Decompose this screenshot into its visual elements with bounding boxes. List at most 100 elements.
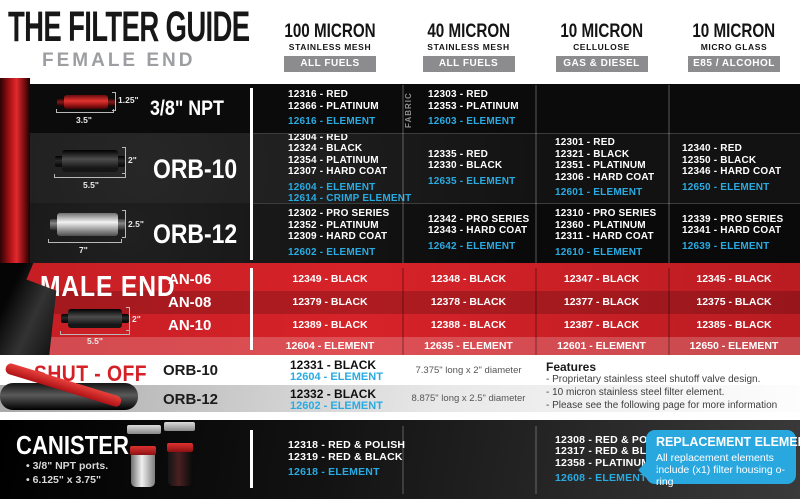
part-number: 12366 - PLATINUM bbox=[288, 100, 379, 112]
row-label-orb10: ORB-10 bbox=[163, 362, 219, 379]
label-divider bbox=[250, 268, 253, 350]
dim-bracket bbox=[122, 210, 126, 238]
canister-cap-image bbox=[130, 446, 156, 455]
part-number: 12387 - BLACK bbox=[563, 319, 640, 331]
element-part-number: 12604 - ELEMENT bbox=[290, 371, 383, 383]
part-number: 12341 - HARD COAT bbox=[682, 225, 782, 237]
part-number: 12348 - BLACK bbox=[430, 273, 507, 285]
feature-item: - Please see the following page for more… bbox=[546, 400, 778, 411]
element-part-number: 12610 - ELEMENT bbox=[555, 246, 643, 258]
canister-bracket-image bbox=[164, 422, 195, 431]
part-number: 12324 - BLACK bbox=[288, 143, 363, 154]
cell-orb10-40micron: 12335 - RED 12330 - BLACK 12635 - ELEMEN… bbox=[402, 133, 535, 203]
cell-orb12-100micron: 12302 - PRO SERIES 12352 - PLATINUM 1230… bbox=[258, 203, 402, 263]
part-number: 12351 - PLATINUM bbox=[555, 160, 646, 172]
part-number: 12303 - RED bbox=[428, 89, 489, 101]
row-divider bbox=[252, 132, 800, 134]
part-number: 12343 - HARD COAT bbox=[428, 225, 528, 237]
feature-item: - Proprietary stainless steel shutoff va… bbox=[546, 374, 761, 385]
npt-filter-image bbox=[64, 95, 108, 109]
part-number: 12377 - BLACK bbox=[563, 296, 640, 308]
part-number: 12308 - RED & POLISH bbox=[555, 433, 673, 446]
column-divider bbox=[402, 268, 404, 355]
dim-height: 2.5" bbox=[128, 219, 144, 229]
part-number: 12385 - BLACK bbox=[696, 319, 772, 331]
row-orb10: 2" 5.5" ORB-10 12304 - RED 12324 - BLACK… bbox=[0, 133, 800, 203]
part-number: 12318 - RED & POLISH bbox=[288, 439, 406, 452]
male-end-title: MALE END bbox=[40, 271, 176, 303]
element-part-number: 12650 - ELEMENT bbox=[689, 340, 779, 352]
part-number: 12378 - BLACK bbox=[430, 296, 507, 308]
media-type: CELLULOSE bbox=[573, 42, 630, 52]
male-filter-image bbox=[68, 309, 122, 328]
row-label-npt: 3/8" NPT bbox=[150, 97, 224, 120]
part-number: 12339 - PRO SERIES bbox=[682, 213, 784, 225]
element-part-number: 12604 - ELEMENT bbox=[288, 181, 376, 193]
feature-item: - 10 micron stainless steel filter eleme… bbox=[546, 387, 725, 398]
canister-bracket-image bbox=[127, 425, 161, 434]
part-number: 12309 - HARD COAT bbox=[288, 231, 388, 242]
cell-orb10-100micron: 12304 - RED 12324 - BLACK 12354 - PLATIN… bbox=[258, 133, 412, 203]
dim-height: 2" bbox=[128, 155, 137, 165]
size-description: 7.375" long x 2" diameter bbox=[415, 365, 522, 376]
canister-title: CANISTER bbox=[16, 430, 129, 460]
column-divider bbox=[668, 268, 670, 355]
row-label-an10: AN-10 bbox=[168, 317, 212, 334]
part-number: 12301 - RED bbox=[555, 137, 616, 149]
dim-length: 7" bbox=[79, 245, 88, 255]
cell-canister-cellulose: 12308 - RED & POLISH 12317 - RED & BLACK… bbox=[535, 420, 673, 499]
part-number: 12360 - PLATINUM bbox=[555, 219, 646, 231]
column-header-40-micron: 40 MICRON STAINLESS MESH ALL FUELS bbox=[402, 22, 535, 72]
row-orb12: 2.5" 7" ORB-12 12302 - PRO SERIES 12352 … bbox=[0, 203, 800, 263]
cell-orb10-cellulose: 12301 - RED 12321 - BLACK 12351 - PLATIN… bbox=[535, 133, 668, 203]
column-divider bbox=[402, 426, 404, 494]
part-number: 12307 - HARD COAT bbox=[288, 166, 388, 177]
cell-npt-40micron: 12303 - RED 12353 - PLATINUM 12603 - ELE… bbox=[402, 84, 535, 133]
header: THE FILTER GUIDE FEMALE END 100 MICRON S… bbox=[0, 0, 800, 84]
column-divider bbox=[535, 268, 537, 355]
part-number: 12317 - RED & BLACK bbox=[555, 445, 670, 457]
male-end-section: MALE END 2" 5.5" AN-06 AN-08 AN-10 12349… bbox=[0, 263, 800, 355]
element-part-number: 12618 - ELEMENT bbox=[288, 466, 380, 479]
part-number: 12375 - BLACK bbox=[696, 296, 772, 308]
micron-size: 100 MICRON bbox=[284, 21, 376, 42]
element-part-number: 12604 - ELEMENT bbox=[285, 340, 375, 352]
cell-npt-100micron: 12316 - RED 12366 - PLATINUM 12616 - ELE… bbox=[258, 84, 402, 133]
part-number: 12349 - BLACK bbox=[292, 273, 368, 285]
shutoff-section: SHUT - OFF ORB-10 ORB-12 12331 - BLACK 1… bbox=[0, 355, 800, 420]
part-number: 12352 - PLATINUM bbox=[288, 219, 379, 231]
column-divider bbox=[535, 426, 537, 494]
dim-bracket bbox=[60, 331, 130, 335]
element-part-number: 12601 - ELEMENT bbox=[557, 340, 646, 352]
part-number: 12346 - HARD COAT bbox=[682, 166, 782, 177]
dim-bracket bbox=[48, 239, 122, 243]
replacement-text: All replacement elements include (x1) fi… bbox=[656, 452, 785, 488]
page-title: THE FILTER GUIDE bbox=[8, 3, 250, 51]
dim-length: 5.5" bbox=[83, 180, 99, 190]
media-type: STAINLESS MESH bbox=[427, 42, 510, 52]
canister-bullet: • 3/8" NPT ports. bbox=[26, 460, 109, 472]
element-part-number: 12616 - ELEMENT bbox=[288, 116, 376, 128]
element-part-number: 12614 - CRIMP ELEMENT bbox=[288, 193, 412, 203]
row-label-an08: AN-08 bbox=[168, 294, 212, 311]
part-number: 12379 - BLACK bbox=[292, 296, 368, 308]
part-number: 12345 - BLACK bbox=[696, 273, 772, 285]
element-part-number: 12601 - ELEMENT bbox=[555, 187, 643, 199]
part-number: 12335 - RED bbox=[428, 148, 489, 160]
part-number: 12358 - PLATINUM bbox=[555, 456, 651, 469]
orb10-filter-image bbox=[62, 150, 118, 172]
row-divider bbox=[252, 202, 800, 204]
part-number: 12389 - BLACK bbox=[292, 319, 368, 331]
element-part-number: 12650 - ELEMENT bbox=[682, 181, 770, 193]
element-part-number: 12602 - ELEMENT bbox=[290, 400, 383, 412]
dim-bracket bbox=[112, 92, 116, 111]
part-number: 12319 - RED & BLACK bbox=[288, 450, 403, 463]
part-number: 12354 - PLATINUM bbox=[288, 154, 379, 166]
part-number: 12304 - RED bbox=[288, 133, 349, 143]
row-label-orb12: ORB-12 bbox=[163, 391, 219, 408]
part-number: 12311 - HARD COAT bbox=[555, 231, 654, 242]
element-part-number: 12608 - ELEMENT bbox=[555, 472, 647, 484]
part-number: 12316 - RED bbox=[288, 89, 349, 101]
row-npt: 1.25" 3.5" 3/8" NPT 12316 - RED 12366 - … bbox=[0, 84, 800, 133]
